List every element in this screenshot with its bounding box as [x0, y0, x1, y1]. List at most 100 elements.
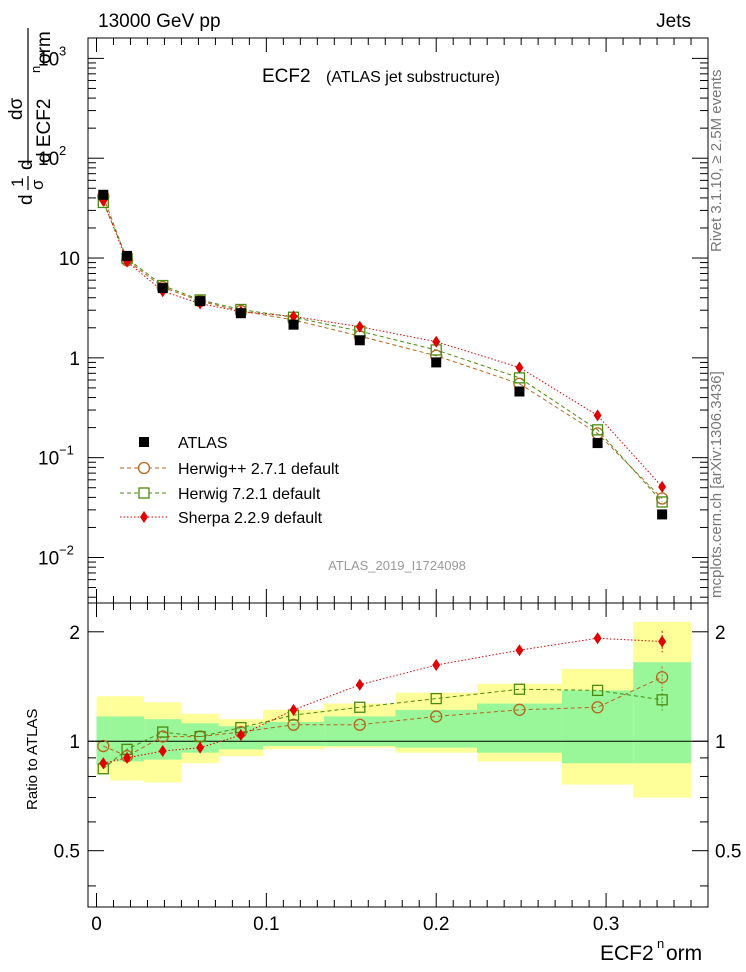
- main-y-tick-exponent: −1: [59, 443, 74, 458]
- main-point-atlas: [235, 308, 246, 319]
- ratio-point-herwig-2-7-1-default: [353, 718, 366, 731]
- ratio-point-herwig-7-2-1-default: [354, 701, 366, 713]
- ratio-point-sherpa-2-2-9-default: [658, 635, 667, 648]
- main-y-tick-label: 10: [38, 149, 59, 170]
- ratio-ylabel: Ratio to ATLAS: [24, 709, 41, 810]
- main-ylabel: d 1 σ d dσ d ECF2 n orm: [6, 28, 55, 205]
- ratio-y-tick-label-right: 1: [715, 732, 726, 753]
- ratio-point-herwig-7-2-1-default: [194, 730, 206, 743]
- ratio-panel: 0.5 0.5 1 1 2 2 0 0.1 0.2 0.3 Ratio to ATLAS: [24, 602, 741, 935]
- main-y-tick-label: 10: [38, 548, 59, 569]
- main-panel: ECF2 (ATLAS jet substructure) ATLAS_2019…: [38, 37, 709, 604]
- main-y-tick-exponent: 3: [59, 43, 66, 58]
- ratio-y-tick-label-right: 0.5: [715, 842, 741, 863]
- main-y-tick-exponent: 2: [59, 143, 66, 158]
- legend-atlas-label: ATLAS: [178, 435, 228, 452]
- legend-herwig7-label: Herwig 7.2.1 default: [178, 486, 321, 503]
- ratio-point-herwig-7-2-1-default: [656, 694, 668, 706]
- ratio-point-sherpa-2-2-9-default: [289, 703, 298, 716]
- ratio-point-herwig-2-7-1-default: [655, 671, 669, 684]
- legend-herwigpp-marker: [137, 461, 151, 475]
- ylabel-orm: orm: [34, 31, 55, 64]
- ylabel-d: d: [16, 159, 37, 170]
- ratio-x-tick-label: 0.2: [423, 914, 449, 935]
- main-y-tick-label: 1: [69, 349, 80, 370]
- ratio-band-stat: [561, 690, 634, 764]
- ylabel-d-num: d: [16, 194, 37, 205]
- main-point-atlas: [592, 438, 603, 449]
- main-point-atlas: [657, 509, 668, 520]
- ratio-point-sherpa-2-2-9-default: [196, 741, 205, 754]
- main-y-tick-exponent: −2: [59, 542, 74, 557]
- main-subtitle: (ATLAS jet substructure): [326, 69, 500, 86]
- main-point-sherpa-2-2-9-default: [515, 361, 524, 374]
- ratio-point-sherpa-2-2-9-default: [236, 729, 245, 742]
- ratio-point-sherpa-2-2-9-default: [593, 632, 602, 645]
- legend-herwig7-marker: [138, 487, 150, 499]
- xlabel-main: ECF2: [600, 942, 654, 965]
- main-line-herwig-7-2-1-default: [102, 202, 663, 503]
- ylabel-sup-n: n: [28, 66, 43, 73]
- legend: ATLAS Herwig++ 2.7.1 default Herwig 7.2.…: [120, 435, 340, 527]
- legend-atlas-marker: [139, 437, 149, 447]
- ratio-line-herwig-2-7-1-default: [103, 676, 663, 757]
- main-point-atlas: [514, 386, 525, 397]
- main-point-herwig-7-2-1-default: [591, 424, 604, 436]
- ratio-point-herwig-2-7-1-default: [287, 718, 300, 731]
- main-point-atlas: [195, 296, 206, 307]
- ylabel-dsigma: dσ: [6, 97, 27, 120]
- main-point-sherpa-2-2-9-default: [355, 320, 364, 333]
- ratio-y-tick-label-right: 2: [715, 623, 726, 644]
- main-line-herwig-2-7-1-default: [102, 196, 663, 499]
- ratio-band-stat: [476, 703, 562, 753]
- main-point-atlas: [98, 189, 109, 200]
- xlabel-sup: n: [657, 936, 664, 951]
- ratio-point-sherpa-2-2-9-default: [515, 644, 524, 657]
- ratio-point-sherpa-2-2-9-default: [158, 745, 167, 758]
- ratio-x-tick-label: 0.1: [253, 914, 279, 935]
- main-y-tick-label: 10: [59, 249, 80, 270]
- main-point-atlas: [431, 357, 442, 368]
- ratio-point-sherpa-2-2-9-default: [355, 678, 364, 691]
- ratio-y-tick-label-left: 0.5: [54, 842, 80, 863]
- xlabel-tail: orm: [666, 942, 702, 965]
- legend-sherpa-label: Sherpa 2.2.9 default: [178, 510, 323, 527]
- ratio-point-herwig-2-7-1-default: [591, 701, 604, 714]
- legend-sherpa-marker: [140, 511, 148, 523]
- header-energy: 13000 GeV pp: [98, 11, 221, 32]
- ylabel-one: 1: [8, 178, 27, 187]
- header-process: Jets: [656, 11, 691, 32]
- side-site: mcplots.cern.ch [arXiv:1306.3436]: [708, 371, 725, 598]
- ylabel-sigma: σ: [28, 179, 47, 190]
- ratio-point-sherpa-2-2-9-default: [123, 751, 132, 764]
- side-version: Rivet 3.1.10, ≥ 2.5M events: [708, 70, 725, 253]
- main-y-tick-label: 10: [38, 449, 59, 470]
- ratio-point-sherpa-2-2-9-default: [432, 659, 441, 672]
- ylabel-decf: d ECF2: [34, 99, 55, 163]
- ratio-y-tick-label-left: 1: [69, 732, 80, 753]
- ratio-point-herwig-7-2-1-default: [157, 726, 169, 738]
- ratio-point-herwig-2-7-1-default: [430, 710, 443, 723]
- ratio-y-tick-label-left: 2: [69, 623, 80, 644]
- ratio-point-herwig-7-2-1-default: [513, 683, 526, 695]
- ratio-x-tick-label: 0.3: [593, 914, 619, 935]
- analysis-label: ATLAS_2019_I1724098: [328, 558, 466, 573]
- main-point-atlas: [288, 319, 299, 330]
- main-point-atlas: [157, 283, 168, 294]
- main-point-atlas: [354, 335, 365, 346]
- main-point-sherpa-2-2-9-default: [593, 409, 602, 422]
- ratio-point-sherpa-2-2-9-default: [99, 757, 108, 770]
- main-point-sherpa-2-2-9-default: [432, 335, 441, 348]
- x-axis-label: ECF2 n orm: [600, 936, 702, 965]
- legend-herwigpp-label: Herwig++ 2.7.1 default: [178, 461, 340, 478]
- main-point-sherpa-2-2-9-default: [658, 480, 667, 493]
- ratio-point-herwig-7-2-1-default: [430, 692, 442, 705]
- ratio-x-tick-label: 0: [91, 914, 102, 935]
- ratio-band-stat: [262, 721, 325, 747]
- main-point-sherpa-2-2-9-default: [289, 310, 298, 323]
- main-title: ECF2: [262, 66, 311, 87]
- ratio-point-herwig-2-7-1-default: [513, 703, 526, 716]
- ratio-point-herwig-7-2-1-default: [591, 684, 604, 697]
- main-point-herwig-7-2-1-default: [656, 496, 668, 508]
